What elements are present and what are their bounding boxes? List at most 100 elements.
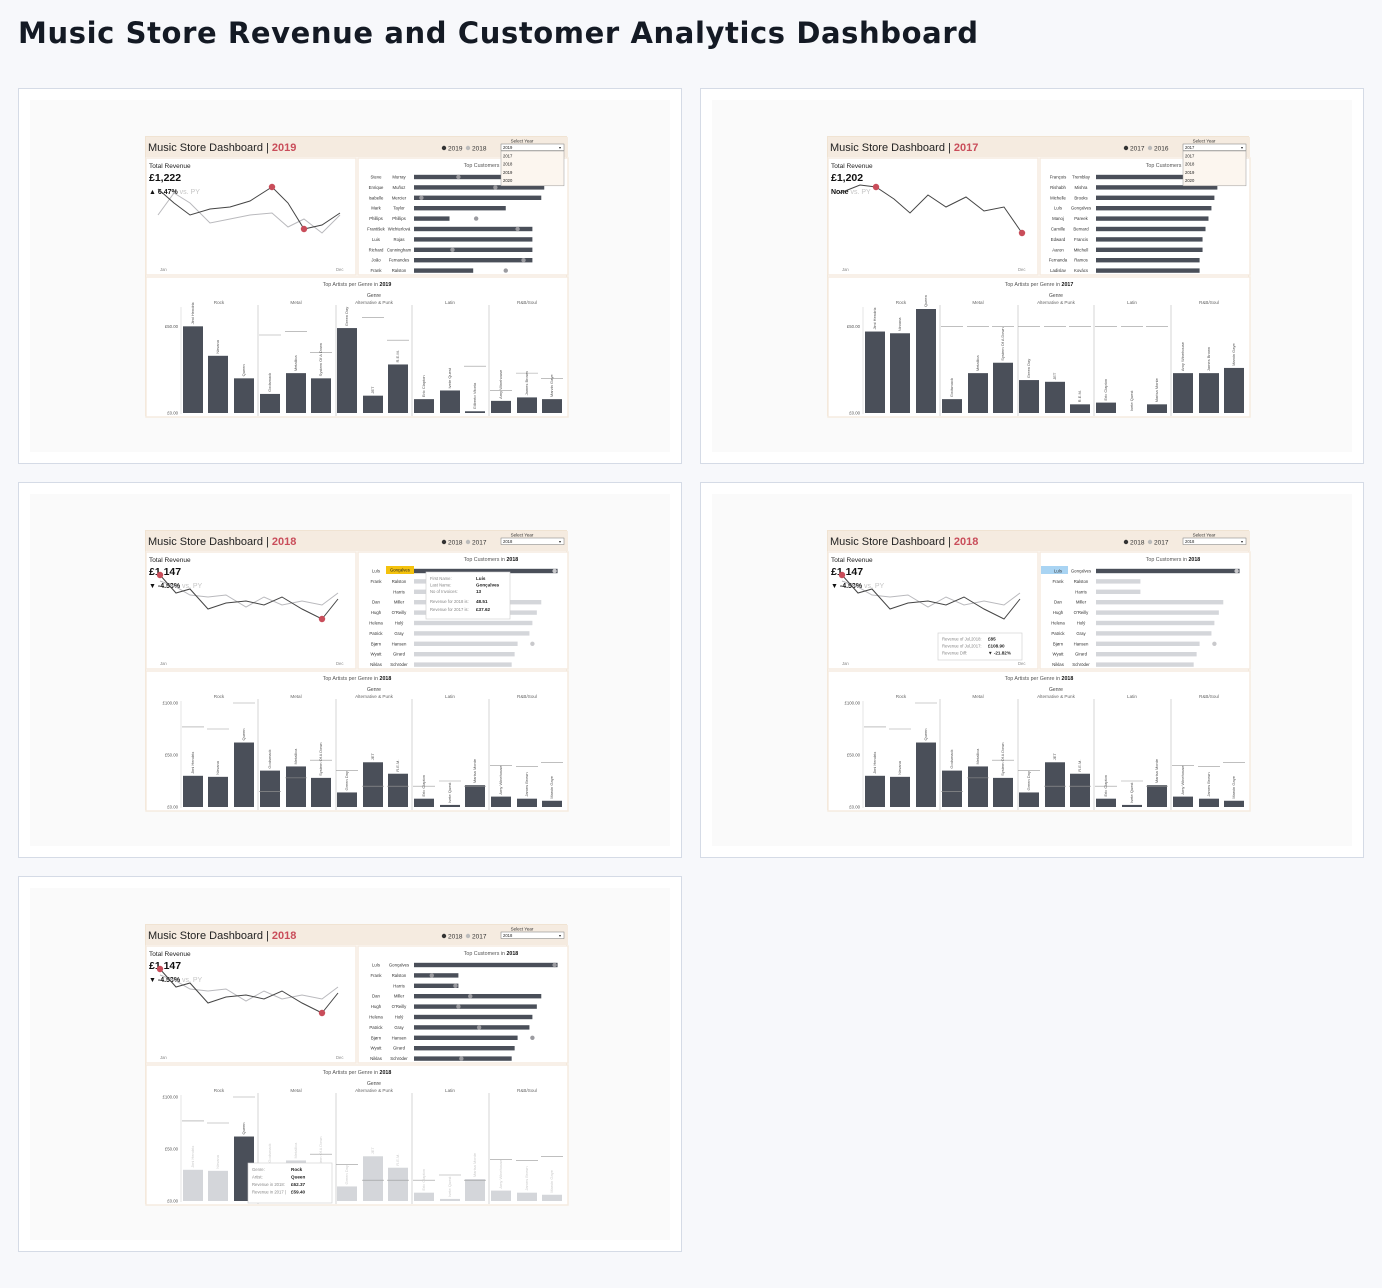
artist-name-label: Jimi Hendrix: [190, 1146, 195, 1168]
revenue-change: ▼ -4.53% vs. PY: [831, 583, 885, 590]
customer-revenue-bar: [414, 237, 533, 242]
genre-header: Latin: [445, 1088, 455, 1093]
artist-name-label: Green Day: [344, 307, 349, 326]
artist-revenue-bar: [414, 399, 434, 413]
artist-name-label: Eric Clapton: [421, 775, 426, 797]
axis-jan-label: Jan: [842, 267, 849, 272]
axis-jan-label: Jan: [160, 267, 167, 272]
top-customers-prefix: Top Customers in: [1146, 557, 1189, 563]
legend-current-dot: [441, 933, 447, 939]
dashboard-title: Music Store Dashboard | 2018: [830, 536, 978, 548]
customer-last-name: Harris: [393, 983, 404, 988]
artist-name-label: Queen: [241, 364, 246, 376]
dashboard-year: 2018: [272, 536, 296, 548]
customer-first-name: Phillips: [369, 216, 383, 221]
artist-revenue-bar: [865, 775, 885, 807]
artist-revenue-bar: [337, 328, 357, 413]
artist-revenue-bar: [1224, 367, 1244, 413]
tooltip-rev-this-label: Revenue for 2018 is:: [430, 599, 469, 604]
customer-revenue-bar: [414, 206, 506, 211]
artist-name-label: Marisa Monte: [1154, 377, 1159, 402]
artist-name-label: Metallica: [293, 355, 298, 372]
artist-revenue-bar: [337, 792, 357, 807]
tooltip-field-label: Artist:: [252, 1175, 263, 1180]
y-axis-tick-label: £100.00: [162, 701, 178, 706]
tooltip-field-label: Revenue in 2018:: [252, 1182, 285, 1187]
artist-revenue-bar: [1122, 804, 1142, 807]
artist-revenue-bar: [1224, 800, 1244, 807]
artist-revenue-bar: [968, 373, 988, 413]
genre-header: R&B/Soul: [1199, 300, 1219, 305]
artist-revenue-bar: [183, 775, 203, 807]
artist-revenue-bar: [311, 777, 331, 807]
artist-revenue-bar: [234, 378, 254, 413]
customer-revenue-bar: [414, 962, 558, 968]
genre-header: R&B/Soul: [517, 300, 537, 305]
legend-current-dot: [1123, 145, 1129, 151]
artist-name-label: Queen: [241, 729, 246, 741]
artist-revenue-bar: [1173, 373, 1193, 413]
artist-revenue-bar: [363, 395, 383, 413]
artist-name-label: Green Day: [1026, 359, 1031, 378]
revenue-highlight-point: [300, 225, 308, 233]
customer-last-name: Cunningham: [387, 247, 412, 252]
revenue-highlight-point: [872, 183, 880, 191]
customer-revenue-bar: [1096, 568, 1240, 574]
customer-first-name: Wyatt: [371, 1046, 383, 1051]
artist-name-label: JET: [370, 386, 375, 394]
artist-revenue-bar: [1173, 796, 1193, 807]
tooltip-field-value: ▼ -21.82%: [988, 651, 1011, 656]
customer-last-name: Gonçalves: [1071, 206, 1091, 211]
genre-header: R&B/Soul: [517, 694, 537, 699]
artist-revenue-bar: [1199, 798, 1219, 807]
year-dropdown-value: 2019: [503, 145, 513, 150]
customer-first-name: Helena: [369, 621, 383, 626]
customer-last-name: Schröder: [1072, 662, 1090, 667]
axis-jan-label: Jan: [160, 661, 167, 666]
artist-name-label: Metallica: [293, 748, 298, 765]
tooltip-rev-prev-value: £37.62: [476, 607, 490, 612]
artist-revenue-bar: [1096, 798, 1116, 807]
customer-last-name: Wichterlová: [388, 227, 411, 232]
customer-last-name: Miller: [394, 600, 405, 605]
top-customers-year: 2018: [1188, 557, 1200, 563]
artist-name-label: Queen: [241, 1123, 246, 1135]
customer-revenue-bar: [414, 247, 533, 252]
chevron-down-icon: ▾: [559, 539, 561, 544]
y-axis-tick-label: £0.00: [167, 411, 178, 416]
customer-last-name: Kovács: [1074, 268, 1088, 273]
genre-axis-label: Genre: [367, 293, 381, 299]
customer-first-name: Patrick: [369, 1025, 383, 1030]
artist-revenue-bar: [208, 355, 228, 413]
top-artists-year: 2018: [380, 1070, 392, 1076]
artist-revenue-bar: [183, 326, 203, 413]
total-revenue-label: Total Revenue: [149, 163, 191, 170]
customer-revenue-bar: [414, 994, 542, 999]
top-customers-prefix: Top Customers in: [1146, 163, 1189, 169]
dashboard-screenshot-1: Music Store Dashboard | 2019 2019 2018 Sele…: [145, 136, 569, 418]
year-dropdown: [500, 931, 565, 939]
customer-first-name: Frank: [371, 973, 383, 978]
artist-revenue-bar: [234, 742, 254, 807]
legend-prev-dot: [465, 145, 471, 151]
customer-first-name: Hugh: [371, 1004, 382, 1009]
genre-axis-label: Genre: [1049, 687, 1063, 693]
genre-header: Metal: [290, 1088, 301, 1093]
axis-jan-label: Jan: [160, 1055, 167, 1060]
dashboard-svg: Music Store Dashboard | 2019 2019 2018Sele…: [145, 137, 569, 418]
customer-last-name: Schröder: [390, 1056, 408, 1061]
customer-first-name: Steve: [371, 175, 383, 180]
highlighted-customer-label: Gonçalves: [390, 568, 410, 573]
customer-first-name: Manoj: [1052, 216, 1064, 221]
top-customers-title: Top Customers in 2018: [1146, 557, 1201, 563]
artist-revenue-bar: [542, 1194, 562, 1201]
revenue-highlight-point: [838, 571, 846, 579]
customer-first-name: Bjørn: [371, 1035, 382, 1040]
genre-header: Alternative & Punk: [355, 300, 393, 305]
artist-name-label: Ivete Quest: [1129, 782, 1134, 803]
y-axis-tick-label: £100.00: [162, 1095, 178, 1100]
artist-revenue-bar: [890, 333, 910, 413]
artist-revenue-bar: [491, 1190, 511, 1201]
artist-name-label: Metallica: [975, 748, 980, 765]
card-inner: Music Store Dashboard | 2018 2018 2017 Sele…: [30, 494, 670, 846]
